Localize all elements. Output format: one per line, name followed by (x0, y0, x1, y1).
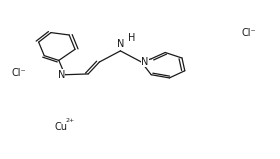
Text: Cu: Cu (55, 122, 67, 132)
Text: N: N (58, 70, 65, 80)
Text: H: H (128, 33, 135, 43)
Text: N: N (117, 39, 124, 49)
Text: 2+: 2+ (66, 118, 75, 123)
Text: Cl⁻: Cl⁻ (12, 68, 26, 78)
Text: Cl⁻: Cl⁻ (241, 28, 256, 38)
Text: N: N (141, 57, 149, 67)
